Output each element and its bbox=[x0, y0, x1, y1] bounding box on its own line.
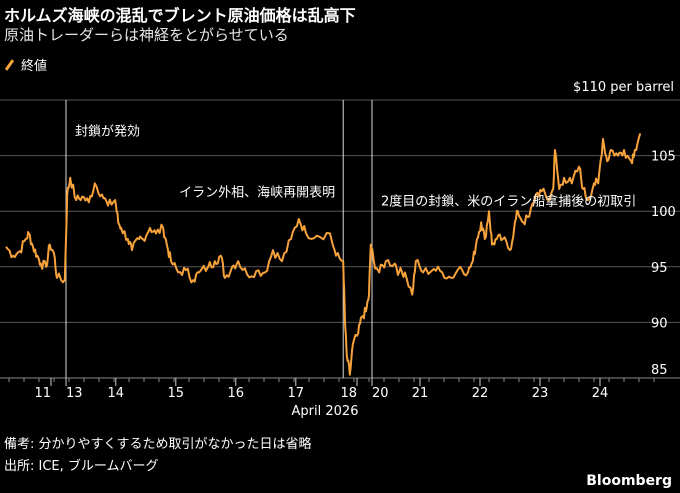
legend-label: 終値 bbox=[21, 59, 48, 74]
y-tick-label: 85 bbox=[651, 363, 668, 378]
x-tick-label: 21 bbox=[412, 386, 429, 401]
x-tick-label: 14 bbox=[108, 386, 125, 401]
y-axis-unit-label: $110 per barrel bbox=[573, 80, 674, 95]
y-tick-label: 95 bbox=[651, 261, 668, 276]
chart-subtitle: 原油トレーダーらは神経をとがらせている bbox=[4, 26, 289, 44]
chart-title: ホルムズ海峡の混乱でブレント原油価格は乱高下 bbox=[4, 6, 356, 25]
annotation-label: 封鎖が発効 bbox=[75, 124, 140, 140]
x-tick-label: 22 bbox=[472, 386, 489, 401]
legend: 終値 bbox=[4, 55, 47, 74]
x-tick-label: 17 bbox=[288, 386, 305, 401]
x-axis-title: April 2026 bbox=[292, 404, 359, 419]
x-tick-label: 11 bbox=[34, 386, 51, 401]
footnote: 備考: 分かりやすくするため取引がなかった日は省略 bbox=[4, 437, 312, 452]
annotation-label: イラン外相、海峡再開表明 bbox=[179, 186, 335, 201]
x-tick-label: 18 bbox=[340, 386, 357, 401]
x-tick-label: 20 bbox=[372, 386, 389, 401]
x-tick-label: 24 bbox=[592, 386, 609, 401]
price-line bbox=[5, 133, 642, 376]
x-tick-label: 23 bbox=[532, 386, 549, 401]
bloomberg-logo: Bloomberg bbox=[586, 473, 672, 489]
source-note: 出所: ICE, ブルームバーグ bbox=[4, 459, 159, 474]
y-tick-label: 105 bbox=[651, 150, 676, 165]
x-tick-label: 16 bbox=[228, 386, 245, 401]
annotation-label: 2度目の封鎖、米のイラン船拿捕後の初取引 bbox=[381, 194, 636, 210]
x-tick-label: 13 bbox=[66, 386, 83, 401]
y-tick-label: 100 bbox=[651, 205, 676, 220]
y-tick-label: 90 bbox=[651, 316, 668, 331]
x-tick-label: 15 bbox=[168, 386, 185, 401]
